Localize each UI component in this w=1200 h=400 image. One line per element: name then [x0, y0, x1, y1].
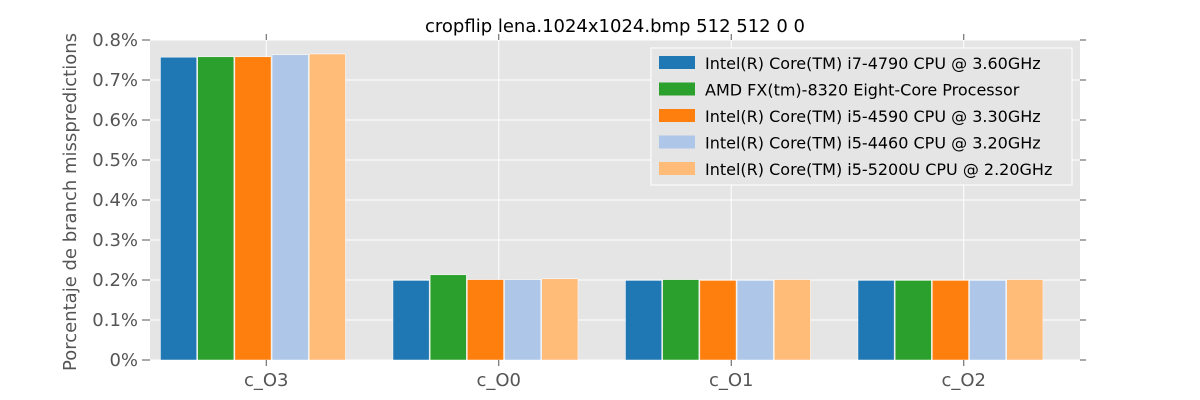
legend-swatch [659, 135, 695, 149]
legend: Intel(R) Core(TM) i7-4790 CPU @ 3.60GHz A… [650, 47, 1073, 186]
bars-group [160, 53, 1044, 361]
bar [541, 278, 579, 361]
bar [894, 280, 932, 361]
bar [271, 54, 309, 361]
chart-title: cropflip lena.1024x1024.bmp 512 512 0 0 [425, 16, 805, 37]
bar [932, 280, 969, 361]
bar [429, 274, 467, 361]
y-tick-label: 0.3% [92, 230, 138, 251]
y-tick-label: 0.4% [92, 190, 138, 211]
bar [504, 279, 542, 361]
x-tick-label: c_O3 [244, 370, 289, 391]
bar [467, 279, 504, 361]
y-tick-label: 0.7% [92, 70, 138, 91]
y-tick-label: 0.6% [92, 110, 138, 131]
y-tick-label: 0% [109, 350, 138, 371]
bar [857, 280, 895, 361]
bar [160, 56, 197, 361]
x-ticks: c_O3 c_O0 c_O1 c_O2 [244, 34, 986, 391]
legend-label: Intel(R) Core(TM) i5-5200U CPU @ 2.20GHz [705, 160, 1052, 179]
legend-label: Intel(R) Core(TM) i5-4460 CPU @ 3.20GHz [705, 134, 1041, 153]
legend-label: Intel(R) Core(TM) i7-4790 CPU @ 3.60GHz [705, 54, 1041, 73]
x-tick-label: c_O2 [941, 370, 986, 391]
bar [625, 280, 662, 361]
bar [1006, 279, 1044, 361]
y-tick-label: 0.5% [92, 150, 138, 171]
bar [774, 279, 811, 361]
bar [699, 280, 737, 361]
x-tick-label: c_O1 [709, 370, 754, 391]
legend-swatch [659, 162, 695, 175]
bar [392, 280, 430, 361]
y-tick-label: 0.1% [92, 310, 138, 331]
legend-swatch [659, 56, 695, 69]
bar [969, 280, 1007, 361]
y-tick-label: 0.2% [92, 270, 138, 291]
bar [309, 53, 346, 361]
legend-swatch [659, 82, 695, 96]
bar [662, 279, 700, 361]
bar [736, 280, 774, 361]
y-ticks: 0% 0.1% 0.2% 0.3% 0.4% 0.5% 0.6% 0.7% 0.8% [92, 30, 1086, 371]
legend-swatch [659, 109, 695, 122]
x-tick-label: c_O0 [476, 370, 521, 391]
legend-label: AMD FX(tm)-8320 Eight-Core Processor [705, 81, 1020, 100]
legend-box [650, 47, 1073, 186]
bar [197, 56, 235, 361]
bar [234, 56, 272, 361]
y-axis-label: Porcentaje de branch misspredictions [60, 33, 81, 371]
legend-label: Intel(R) Core(TM) i5-4590 CPU @ 3.30GHz [705, 107, 1041, 126]
y-tick-label: 0.8% [92, 30, 138, 51]
